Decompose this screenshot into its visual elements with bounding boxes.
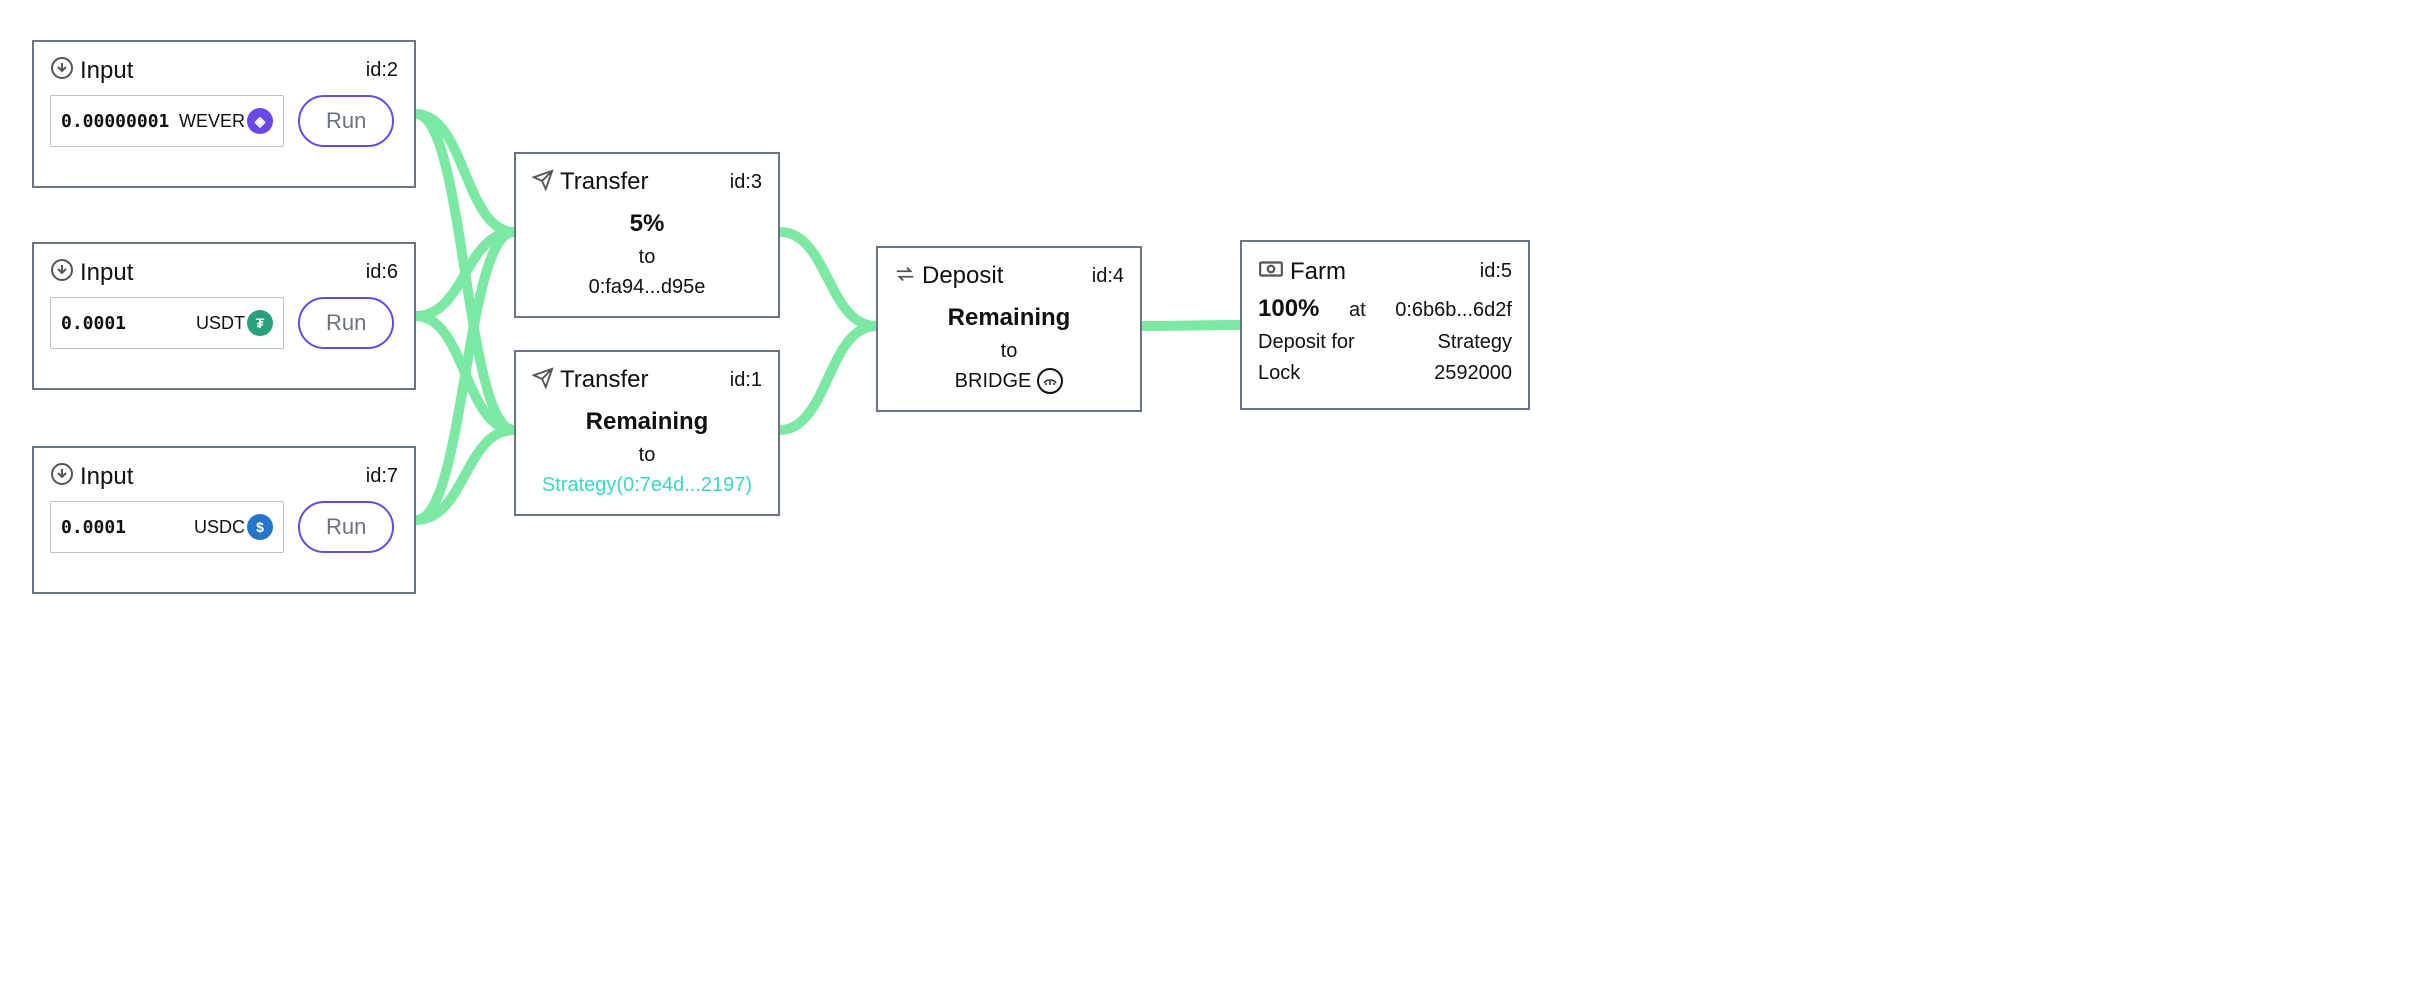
transfer-dest: 0:fa94...d95e (532, 272, 762, 302)
node-id: id:2 (366, 59, 398, 82)
farm-addr: 0:6b6b...6d2f (1395, 299, 1512, 322)
node-id: id:1 (730, 369, 762, 392)
bridge-icon (1037, 368, 1063, 394)
to-label: to (894, 336, 1124, 366)
transfer-dest-link[interactable]: Strategy(0:7e4d...2197) (532, 470, 762, 500)
run-button[interactable]: Run (298, 297, 394, 349)
node-title: Input (80, 259, 133, 287)
run-button[interactable]: Run (298, 95, 394, 147)
send-icon (532, 367, 554, 394)
amount-box[interactable]: 0.0001 USDC $ (50, 501, 284, 553)
usdt-icon: ₮ (247, 310, 273, 336)
at-label: at (1349, 299, 1366, 322)
node-id: id:6 (366, 261, 398, 284)
token-label: USDT ₮ (196, 310, 273, 336)
node-title: Input (80, 57, 133, 85)
transfer-amount: Remaining (532, 404, 762, 440)
node-deposit-4: Deposit id:4 Remaining to BRIDGE (876, 246, 1142, 412)
money-icon (1258, 256, 1284, 287)
deposit-for-label: Deposit for (1258, 331, 1355, 354)
amount-box[interactable]: 0.00000001 WEVER ◈ (50, 95, 284, 147)
amount-value: 0.00000001 (61, 111, 169, 132)
download-icon (50, 462, 74, 491)
token-label: USDC $ (194, 514, 273, 540)
node-input-7: Input id:7 0.0001 USDC $ Run (32, 446, 416, 594)
token-label: WEVER ◈ (179, 108, 273, 134)
usdc-icon: $ (247, 514, 273, 540)
node-input-6: Input id:6 0.0001 USDT ₮ Run (32, 242, 416, 390)
node-title: Input (80, 463, 133, 491)
node-id: id:4 (1092, 265, 1124, 288)
node-farm-5: Farm id:5 100% at 0:6b6b...6d2f Deposit … (1240, 240, 1530, 410)
to-label: to (532, 440, 762, 470)
deposit-dest: BRIDGE (955, 366, 1032, 396)
node-input-2: Input id:2 0.00000001 WEVER ◈ Run (32, 40, 416, 188)
download-icon (50, 258, 74, 287)
node-title: Deposit (922, 262, 1003, 290)
lock-value: 2592000 (1434, 362, 1512, 385)
node-id: id:3 (730, 171, 762, 194)
transfer-amount: 5% (532, 206, 762, 242)
download-icon (50, 56, 74, 85)
send-icon (532, 169, 554, 196)
amount-box[interactable]: 0.0001 USDT ₮ (50, 297, 284, 349)
node-id: id:7 (366, 465, 398, 488)
amount-value: 0.0001 (61, 313, 126, 334)
amount-value: 0.0001 (61, 517, 126, 538)
deposit-for-value: Strategy (1438, 331, 1512, 354)
farm-pct: 100% (1258, 295, 1319, 323)
node-transfer-3: Transfer id:3 5% to 0:fa94...d95e (514, 152, 780, 318)
lock-label: Lock (1258, 362, 1300, 385)
node-transfer-1: Transfer id:1 Remaining to Strategy(0:7e… (514, 350, 780, 516)
node-title: Transfer (560, 168, 648, 196)
node-title: Farm (1290, 258, 1346, 286)
run-button[interactable]: Run (298, 501, 394, 553)
node-title: Transfer (560, 366, 648, 394)
to-label: to (532, 242, 762, 272)
node-id: id:5 (1480, 260, 1512, 283)
wever-icon: ◈ (247, 108, 273, 134)
deposit-amount: Remaining (894, 300, 1124, 336)
swap-icon (894, 263, 916, 290)
